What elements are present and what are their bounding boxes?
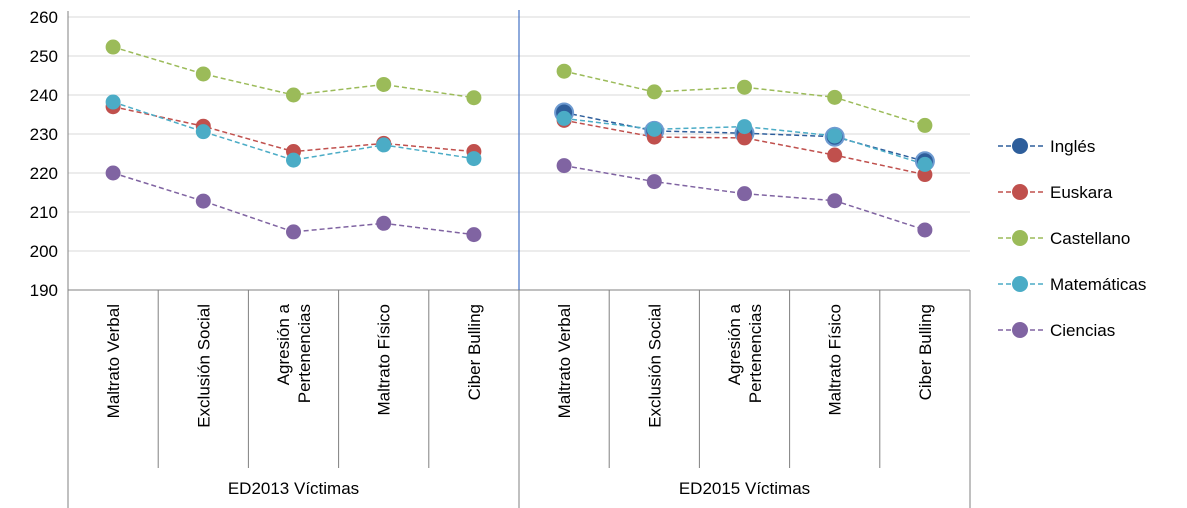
category-label-line: Pertenencias [295, 304, 314, 403]
data-point [827, 89, 843, 105]
group-label: ED2013 Víctimas [228, 479, 359, 498]
legend-label: Euskara [1050, 183, 1113, 202]
category-label-line: Maltrato Físico [375, 304, 394, 415]
data-point [466, 227, 482, 243]
category-label-line: Ciber Bulling [916, 304, 935, 400]
legend-label: Matemáticas [1050, 275, 1146, 294]
y-tick-label: 240 [30, 86, 58, 105]
category-label-line: Exclusión Social [194, 304, 213, 428]
data-point [466, 90, 482, 106]
data-point [195, 193, 211, 209]
legend-marker [1012, 138, 1028, 154]
data-point [286, 224, 301, 240]
data-point [737, 130, 752, 146]
series-line [563, 119, 926, 176]
legend-marker [1012, 276, 1028, 292]
category-label: Maltrato Físico [375, 304, 394, 415]
category-label-line: Ciber Bulling [465, 304, 484, 400]
legend-marker [1012, 230, 1028, 246]
y-tick-label: 220 [30, 164, 58, 183]
category-label: Ciber Bulling [916, 304, 935, 400]
category-label-line: Maltrato Físico [826, 304, 845, 415]
series-line [564, 117, 926, 166]
category-label-line: Maltrato Verbal [555, 304, 574, 418]
category-label: Agresión a Pertenencias [725, 303, 765, 403]
y-tick-label: 260 [30, 8, 58, 27]
category-label: Exclusión Social [645, 304, 664, 428]
legend: Inglés Euskara Castellano Matemáticas Cienci… [998, 137, 1146, 340]
data-point [195, 124, 211, 140]
category-label-line: Exclusión Social [645, 304, 664, 428]
data-point [376, 76, 392, 92]
category-label: Ciber Bulling [465, 304, 484, 400]
group-label: ED2015 Víctimas [679, 479, 810, 498]
legend-marker [1012, 184, 1028, 200]
legend-marker [1012, 322, 1028, 338]
data-point [917, 222, 933, 238]
data-point [737, 186, 752, 202]
category-label-line: Maltrato Verbal [104, 304, 123, 418]
data-point [376, 137, 392, 153]
category-label-line: Agresión a [725, 303, 744, 385]
data-point [827, 128, 843, 144]
category-label: Maltrato Verbal [555, 304, 574, 418]
data-point [105, 94, 121, 110]
y-tick-label: 210 [30, 203, 58, 222]
data-point [466, 151, 482, 167]
data-point [917, 117, 933, 133]
category-label: Exclusión Social [194, 304, 213, 428]
y-tick-label: 250 [30, 47, 58, 66]
axes [67, 10, 971, 508]
data-point [556, 158, 572, 174]
y-tick-label: 190 [30, 281, 58, 300]
data-points [105, 39, 935, 243]
y-tick-label: 200 [30, 242, 58, 261]
category-label-line: Agresión a [274, 303, 293, 385]
data-point [195, 66, 211, 82]
data-point [286, 87, 301, 103]
data-point [646, 174, 662, 190]
data-point [827, 193, 843, 209]
data-point [556, 110, 572, 126]
category-label-line: Pertenencias [746, 304, 765, 403]
axis-labels: 190 200 210 220 230 240 250 260 Maltrato Verbal E… [30, 8, 935, 498]
data-point [827, 147, 843, 163]
data-point [105, 165, 121, 181]
data-point [286, 152, 301, 168]
y-tick-label: 230 [30, 125, 58, 144]
data-point [646, 84, 662, 100]
data-point [917, 156, 933, 172]
data-point [376, 215, 392, 231]
data-point [556, 63, 572, 79]
legend-label: Ciencias [1050, 321, 1115, 340]
data-point [737, 119, 752, 135]
category-label: Agresión a Pertenencias [274, 303, 314, 403]
category-label: Maltrato Físico [826, 304, 845, 415]
category-label: Maltrato Verbal [104, 304, 123, 418]
data-point [737, 79, 752, 95]
series-line [563, 70, 926, 127]
legend-label: Inglés [1050, 137, 1095, 156]
series-line [563, 164, 926, 231]
data-point [105, 39, 121, 55]
data-point [646, 121, 662, 137]
legend-label: Castellano [1050, 229, 1130, 248]
